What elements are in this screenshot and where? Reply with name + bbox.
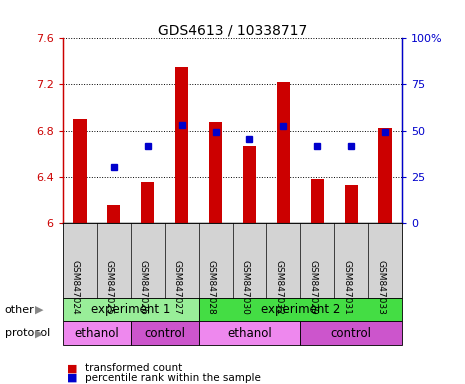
Text: GSM847024: GSM847024: [71, 260, 80, 315]
Text: GSM847032: GSM847032: [274, 260, 283, 315]
Text: GSM847031: GSM847031: [342, 260, 351, 315]
Text: ■: ■: [67, 373, 78, 383]
Text: other: other: [5, 305, 34, 314]
Text: ■: ■: [67, 363, 78, 373]
Bar: [277, 82, 290, 223]
Text: GSM847028: GSM847028: [206, 260, 215, 315]
Bar: [345, 185, 358, 223]
Text: ▶: ▶: [35, 328, 44, 338]
Text: ethanol: ethanol: [227, 327, 272, 340]
Bar: [73, 119, 86, 223]
Text: experiment 1: experiment 1: [91, 303, 170, 316]
Text: GSM847027: GSM847027: [173, 260, 181, 315]
Bar: [175, 67, 188, 223]
Text: experiment 2: experiment 2: [261, 303, 340, 316]
Text: control: control: [331, 327, 372, 340]
Bar: [243, 146, 256, 223]
Bar: [311, 179, 324, 223]
Text: GSM847025: GSM847025: [105, 260, 113, 315]
Text: percentile rank within the sample: percentile rank within the sample: [85, 373, 261, 383]
Text: GSM847033: GSM847033: [376, 260, 385, 315]
Bar: [209, 122, 222, 223]
Title: GDS4613 / 10338717: GDS4613 / 10338717: [158, 23, 307, 37]
Text: control: control: [144, 327, 185, 340]
Text: GSM847030: GSM847030: [240, 260, 249, 315]
Text: ▶: ▶: [35, 305, 44, 314]
Bar: [141, 182, 154, 223]
Bar: [107, 205, 120, 223]
Text: ethanol: ethanol: [74, 327, 119, 340]
Bar: [379, 128, 392, 223]
Text: transformed count: transformed count: [85, 363, 182, 373]
Text: GSM847026: GSM847026: [139, 260, 147, 315]
Text: GSM847029: GSM847029: [308, 260, 317, 315]
Text: protocol: protocol: [5, 328, 50, 338]
